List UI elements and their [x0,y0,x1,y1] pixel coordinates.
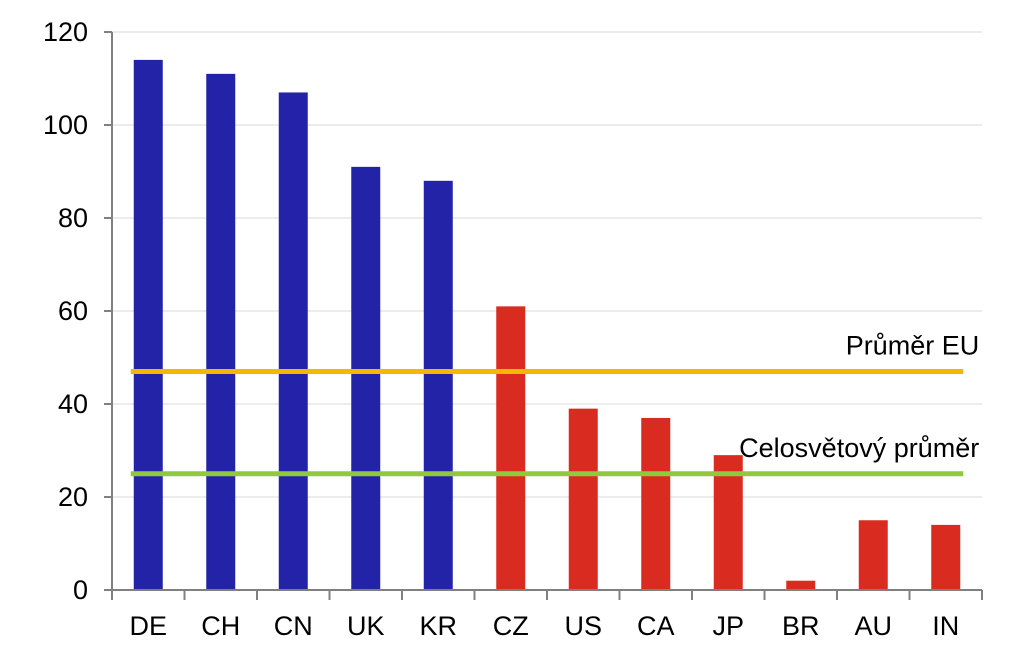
bar-au [858,520,888,590]
bar-de [133,59,163,590]
y-tick-label: 120 [43,17,88,47]
bar-uk [351,166,381,590]
bar-cn [278,92,308,590]
x-tick-label-cz: CZ [493,611,529,641]
x-tick-label-cn: CN [274,611,313,641]
bar-br [786,580,816,590]
y-tick-label: 0 [73,575,88,605]
bar-ca [641,417,671,590]
x-tick-label-br: BR [782,611,820,641]
bar-cz [496,306,526,590]
x-tick-label-ch: CH [201,611,240,641]
reference-lines [130,368,964,477]
axes [104,31,983,600]
y-tick-label: 20 [58,482,88,512]
y-tick-label: 100 [43,110,88,140]
reference-line-labels: Průměr EU Celosvětový průměr [739,330,979,462]
bar-jp [713,455,743,590]
y-tick-labels: 0 20 40 60 80 100 120 [43,17,88,605]
x-tick-label-us: US [564,611,602,641]
y-tick-label: 80 [58,203,88,233]
bar-kr [423,180,453,591]
reference-line-label-world-average: Celosvětový průměr [739,433,979,463]
grid [112,31,982,498]
x-tick-labels: DE CH CN UK KR CZ US CA JP BR AU IN [129,611,959,641]
x-tick-label-au: AU [854,611,892,641]
x-tick-label-de: DE [129,611,167,641]
bars [133,59,961,591]
bar-in [931,524,961,590]
bar-ch [206,73,236,591]
x-tick-label-ca: CA [637,611,675,641]
y-tick-label: 40 [58,389,88,419]
x-tick-label-jp: JP [712,611,744,641]
x-tick-label-uk: UK [347,611,385,641]
x-tick-label-in: IN [932,611,959,641]
x-tick-label-kr: KR [419,611,457,641]
y-tick-label: 60 [58,296,88,326]
reference-line-label-eu-average: Průměr EU [846,330,980,360]
bar-us [568,408,598,590]
